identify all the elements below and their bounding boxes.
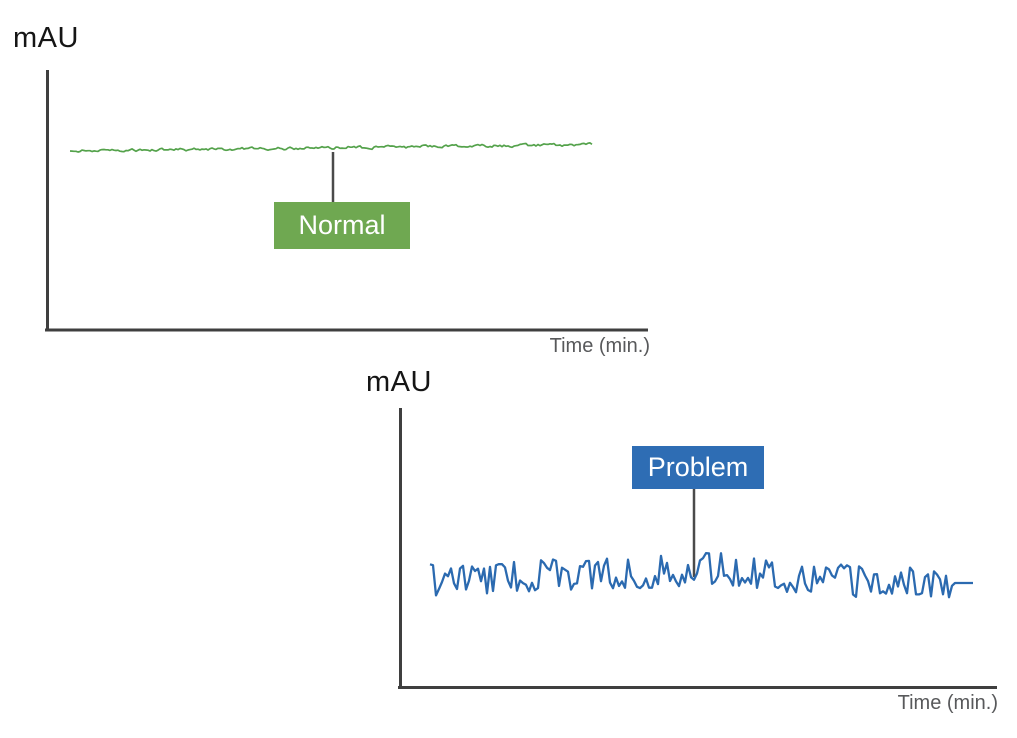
problem-annotation-badge: Problem: [632, 446, 764, 489]
problem-baseline-trace: [429, 552, 973, 599]
normal-annotation-badge: Normal: [274, 202, 410, 249]
x-axis-label-top: Time (min.): [549, 335, 650, 357]
normal-baseline-trace: [69, 142, 593, 153]
x-axis-label-bottom: Time (min.): [897, 692, 998, 714]
y-axis-label-top: mAU: [13, 22, 79, 54]
y-axis-label-bottom: mAU: [366, 366, 432, 398]
